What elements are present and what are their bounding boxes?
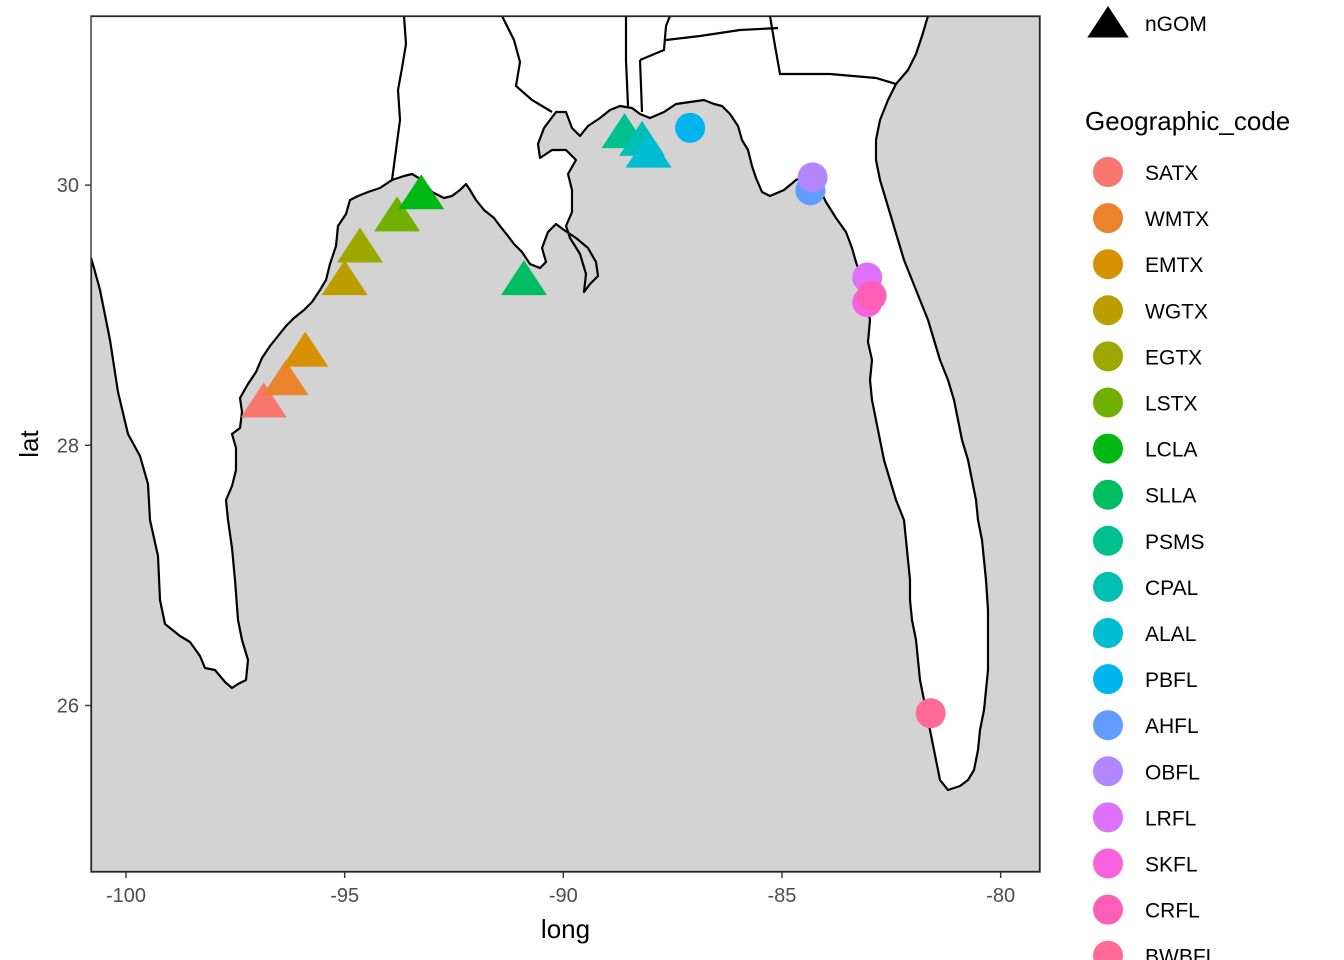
y-axis-title: lat xyxy=(14,429,44,457)
point-wgtx xyxy=(321,260,368,296)
legend-label-bwbfl: BWBFL xyxy=(1145,946,1217,960)
legend-key-crfl xyxy=(1093,894,1123,925)
land-layer xyxy=(91,16,1040,872)
point-egtx xyxy=(336,227,383,263)
legend-label-lstx: LSTX xyxy=(1145,393,1198,416)
legend-key-lrfl xyxy=(1093,802,1123,833)
legend-key-lcla xyxy=(1093,433,1123,464)
legend-key-wgtx xyxy=(1093,295,1123,326)
legend-label-satx: SATX xyxy=(1145,162,1198,185)
legend-key-ahfl xyxy=(1093,710,1123,741)
point-emtx xyxy=(282,331,329,367)
point-lstx xyxy=(374,196,421,232)
point-bwbfl xyxy=(915,698,946,729)
legend-label-slla: SLLA xyxy=(1145,485,1196,508)
land-mass xyxy=(91,16,1040,872)
point-satx xyxy=(240,382,287,418)
legend-key-obfl xyxy=(1093,756,1123,787)
legend-label-pbfl: PBFL xyxy=(1145,669,1198,692)
legend-label-lcla: LCLA xyxy=(1145,439,1198,462)
legend-key-wmtx xyxy=(1093,203,1123,234)
legend-key-pbfl xyxy=(1093,664,1123,695)
legend-label-wgtx: WGTX xyxy=(1145,300,1208,323)
y-tick-label: 26 xyxy=(57,695,79,717)
legend-label-egtx: EGTX xyxy=(1145,346,1202,369)
point-obfl xyxy=(797,162,828,193)
legend-label-cpal: CPAL xyxy=(1145,577,1198,600)
legend-key-lstx xyxy=(1093,387,1123,418)
legend-label-ngom: nGOM xyxy=(1145,13,1207,36)
legend-key-emtx xyxy=(1093,249,1123,280)
x-tick-label: -85 xyxy=(768,885,797,907)
point-alal xyxy=(625,132,672,168)
legend-key-alal xyxy=(1093,618,1123,648)
axes-layer: -100 -95 -90 -85 -80 26 28 30 long lat xyxy=(14,175,1015,944)
legend-label-alal: ALAL xyxy=(1145,623,1196,646)
panel-border xyxy=(90,15,1041,873)
legend-title: Geographic_code xyxy=(1085,106,1290,136)
y-tick-label: 30 xyxy=(57,175,79,197)
point-slla xyxy=(500,260,547,296)
legend-key-cpal xyxy=(1093,571,1123,602)
point-lcla xyxy=(398,174,445,210)
legend-label-crfl: CRFL xyxy=(1145,900,1200,923)
x-tick-label: -100 xyxy=(106,885,146,907)
x-tick-label: -80 xyxy=(986,885,1015,907)
point-wmtx xyxy=(262,360,309,396)
legend-label-obfl: OBFL xyxy=(1145,761,1200,784)
legend-key-psms xyxy=(1093,525,1123,556)
legend-key-satx xyxy=(1093,157,1123,187)
legend-label-wmtx: WMTX xyxy=(1145,208,1209,231)
legend-label-emtx: EMTX xyxy=(1145,254,1203,277)
point-pbfl xyxy=(675,112,706,143)
legend-label-psms: PSMS xyxy=(1145,531,1205,554)
legend-key-skfl xyxy=(1093,848,1123,879)
state-borders xyxy=(390,16,897,181)
legend-key-slla xyxy=(1093,479,1123,510)
x-tick-label: -95 xyxy=(330,885,359,907)
legend-label-ahfl: AHFL xyxy=(1145,715,1199,738)
legend-key-egtx xyxy=(1093,341,1123,372)
legend-key-bwbfl xyxy=(1093,940,1123,960)
points-layer xyxy=(240,112,946,729)
legend: nGOM Geographic_code SATX WMTX EMTX WGTX EGTX L… xyxy=(1085,6,1290,960)
legend-label-lrfl: LRFL xyxy=(1145,807,1196,830)
y-tick-label: 28 xyxy=(57,435,79,457)
x-tick-label: -90 xyxy=(549,885,578,907)
x-axis-title: long xyxy=(541,914,590,944)
point-crfl xyxy=(856,280,887,311)
legend-key-ngom xyxy=(1087,6,1129,38)
legend-label-skfl: SKFL xyxy=(1145,854,1198,877)
